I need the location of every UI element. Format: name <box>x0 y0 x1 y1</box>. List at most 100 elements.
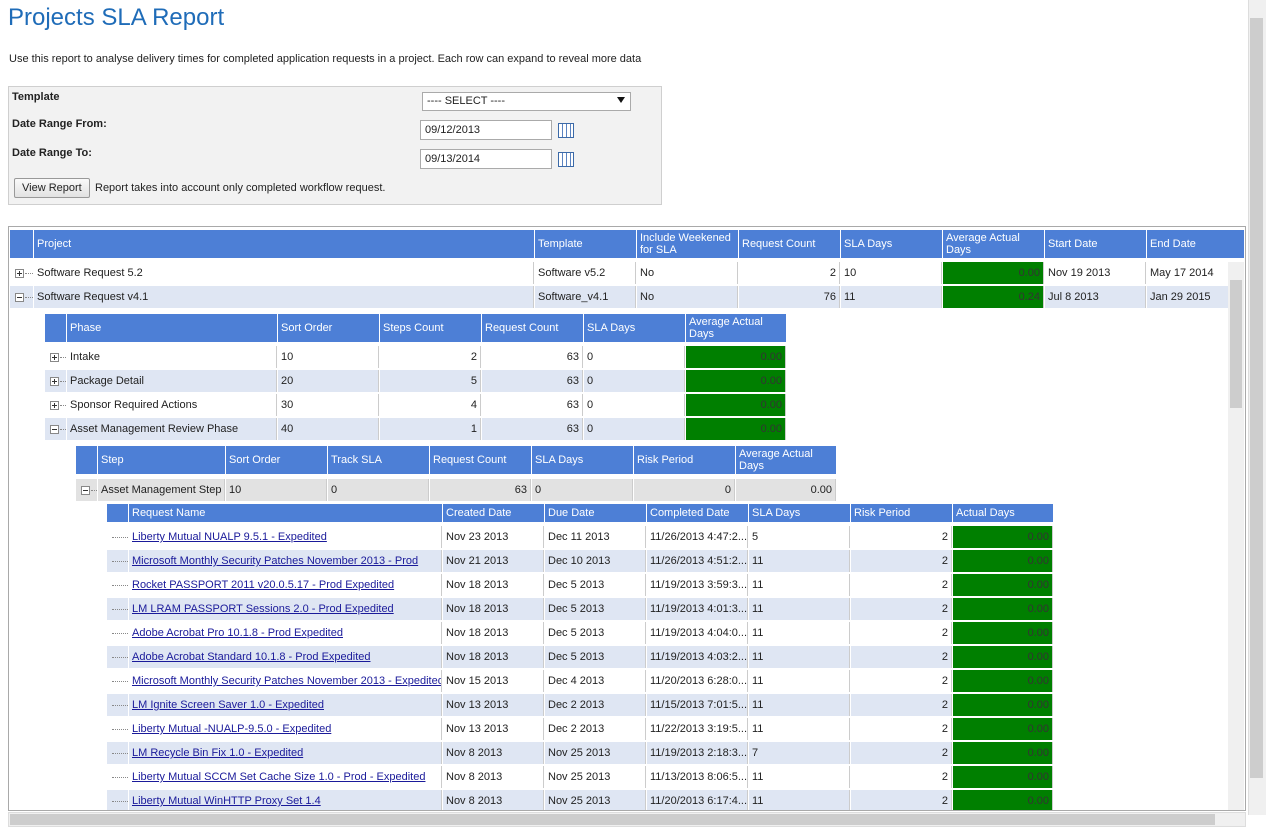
column-header: Sort Order <box>278 314 379 342</box>
to-label: Date Range To: <box>12 147 92 159</box>
request-link[interactable]: Liberty Mutual SCCM Set Cache Size 1.0 -… <box>132 771 426 783</box>
to-input[interactable]: 09/13/2014 <box>420 149 552 169</box>
cell: Liberty Mutual -NUALP-9.5.0 - Expedited <box>129 718 442 740</box>
cell: LM LRAM PASSPORT Sessions 2.0 - Prod Exp… <box>129 598 442 620</box>
collapse-toggle[interactable] <box>50 425 59 434</box>
cell: 63 <box>482 394 583 416</box>
tree-line <box>60 357 68 358</box>
sla-cell: 0.00 <box>953 646 1053 668</box>
cell: 11/20/2013 6:17:4... <box>647 790 748 810</box>
report-grid: Project Template Include Weekened for SLA R… <box>8 226 1246 811</box>
collapse-toggle[interactable] <box>15 293 24 302</box>
request-link[interactable]: LM Ignite Screen Saver 1.0 - Expedited <box>132 699 324 711</box>
request-link[interactable]: Liberty Mutual NUALP 9.5.1 - Expedited <box>132 531 327 543</box>
column-header: Created Date <box>443 504 544 522</box>
column-header: Average Actual Days <box>736 446 836 474</box>
grid-scroll-thumb[interactable] <box>1230 280 1242 408</box>
cell: Liberty Mutual WinHTTP Proxy Set 1.4 <box>129 790 442 810</box>
tree-line <box>112 681 128 682</box>
sla-cell: 0.00 <box>953 526 1053 548</box>
from-input[interactable]: 09/12/2013 <box>420 120 552 140</box>
cell: 11 <box>749 646 850 668</box>
column-header: Risk Period <box>634 446 735 474</box>
template-select[interactable]: ---- SELECT ---- <box>422 92 631 111</box>
cell: 11 <box>749 598 850 620</box>
column-header: Request Name <box>129 504 442 522</box>
request-link[interactable]: LM Recycle Bin Fix 1.0 - Expedited <box>132 747 304 759</box>
view-report-button[interactable]: View Report <box>14 178 90 198</box>
expand-toggle[interactable] <box>50 377 59 386</box>
column-header: Due Date <box>545 504 646 522</box>
column-header: Request Count <box>739 230 840 258</box>
collapse-toggle[interactable] <box>81 486 90 495</box>
page-scroll-thumb[interactable] <box>1250 18 1263 778</box>
header-cell <box>76 446 97 474</box>
cell: Asset Management Step <box>98 479 225 501</box>
sla-cell: 0.00 <box>953 790 1053 810</box>
note: Report takes into account only completed… <box>95 182 386 194</box>
cell: Nov 19 2013 <box>1045 262 1146 284</box>
request-link[interactable]: Adobe Acrobat Standard 10.1.8 - Prod Exp… <box>132 651 371 663</box>
column-header: Completed Date <box>647 504 748 522</box>
cell: Sponsor Required Actions <box>67 394 277 416</box>
cell: 20 <box>278 370 379 392</box>
expand-toggle[interactable] <box>50 401 59 410</box>
cell: 2 <box>739 262 840 284</box>
tree-line <box>112 609 128 610</box>
sla-cell: 0.00 <box>953 622 1053 644</box>
calendar-icon[interactable] <box>558 152 574 167</box>
request-link[interactable]: LM LRAM PASSPORT Sessions 2.0 - Prod Exp… <box>132 603 394 615</box>
request-link[interactable]: Rocket PASSPORT 2011 v20.0.5.17 - Prod E… <box>132 579 395 591</box>
cell: 0 <box>584 394 685 416</box>
cell: 1 <box>380 418 481 440</box>
cell: Nov 13 2013 <box>443 694 544 716</box>
cell: May 17 2014 <box>1147 262 1244 284</box>
column-header: Start Date <box>1045 230 1146 258</box>
cell: 0 <box>532 479 633 501</box>
expand-toggle[interactable] <box>15 269 24 278</box>
cell: 40 <box>278 418 379 440</box>
request-link[interactable]: Microsoft Monthly Security Patches Novem… <box>132 675 442 687</box>
cell: 2 <box>851 742 952 764</box>
cell: 10 <box>226 479 327 501</box>
cell: 11/20/2013 6:28:0... <box>647 670 748 692</box>
cell: 11 <box>841 286 942 308</box>
request-link[interactable]: Liberty Mutual WinHTTP Proxy Set 1.4 <box>132 795 321 807</box>
cell: Software Request 5.2 <box>34 262 534 284</box>
request-link[interactable]: Liberty Mutual -NUALP-9.5.0 - Expedited <box>132 723 332 735</box>
cell: 11 <box>749 574 850 596</box>
cell: 11 <box>749 766 850 788</box>
calendar-icon[interactable] <box>558 123 574 138</box>
cell: Software Request v4.1 <box>34 286 534 308</box>
cell: Nov 18 2013 <box>443 574 544 596</box>
header-cell <box>10 230 33 258</box>
cell: 2 <box>851 694 952 716</box>
cell: Dec 5 2013 <box>545 598 646 620</box>
cell: Jan 29 2015 <box>1147 286 1244 308</box>
cell: Dec 5 2013 <box>545 646 646 668</box>
request-link[interactable]: Adobe Acrobat Pro 10.1.8 - Prod Expedite… <box>132 627 343 639</box>
cell: 2 <box>851 550 952 572</box>
sla-cell: 0.00 <box>953 550 1053 572</box>
cell: Dec 2 2013 <box>545 694 646 716</box>
horizontal-scroll-thumb[interactable] <box>10 814 1215 825</box>
column-header: Actual Days <box>953 504 1053 522</box>
cell: Microsoft Monthly Security Patches Novem… <box>129 550 442 572</box>
cell: Package Detail <box>67 370 277 392</box>
cell: 11 <box>749 694 850 716</box>
cell: 2 <box>851 598 952 620</box>
sla-cell: 0.24 <box>943 286 1044 308</box>
cell: 11/19/2013 3:59:3... <box>647 574 748 596</box>
expand-toggle[interactable] <box>50 353 59 362</box>
cell: 0 <box>584 346 685 368</box>
cell: Nov 25 2013 <box>545 766 646 788</box>
tree-line <box>112 777 128 778</box>
sla-cell: 0.00 <box>953 598 1053 620</box>
description: Use this report to analyse delivery time… <box>9 53 642 65</box>
tree-line <box>112 561 128 562</box>
request-link[interactable]: Microsoft Monthly Security Patches Novem… <box>132 555 419 567</box>
sla-cell: 0.00 <box>943 262 1044 284</box>
cell: Nov 25 2013 <box>545 790 646 810</box>
cell: Nov 18 2013 <box>443 622 544 644</box>
